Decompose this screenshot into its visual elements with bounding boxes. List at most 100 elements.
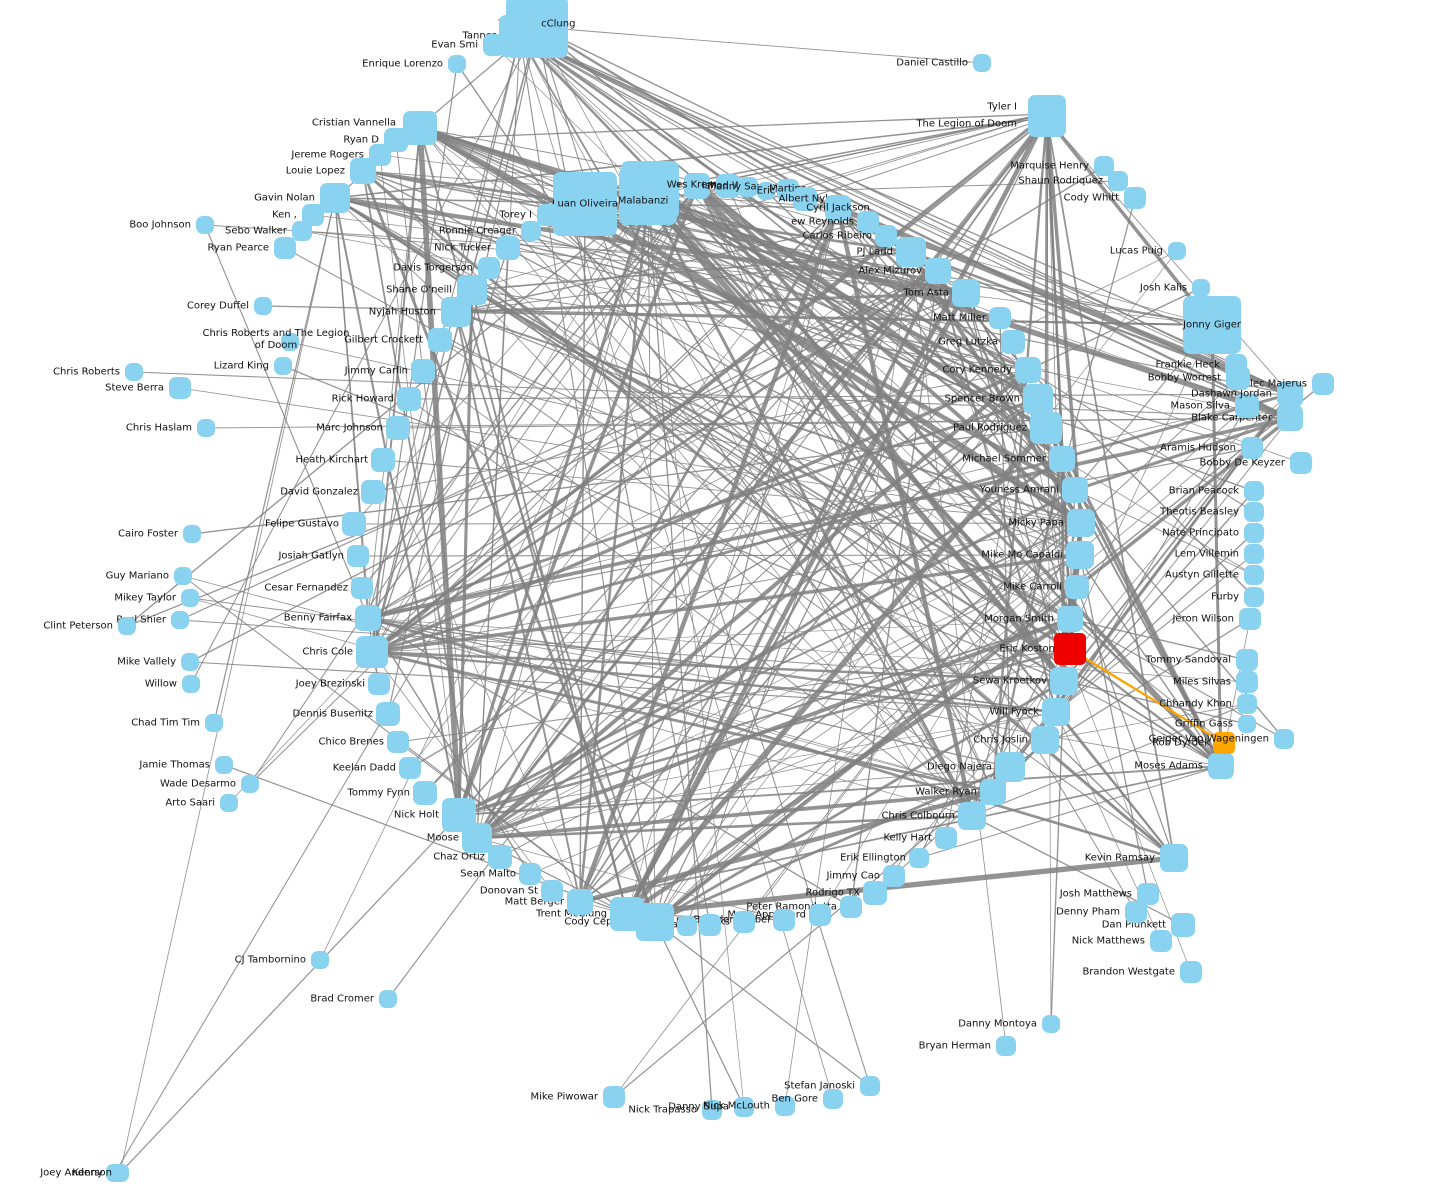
graph-node[interactable] [196,216,214,234]
graph-node[interactable] [738,177,758,197]
graph-node[interactable] [342,512,366,536]
graph-node[interactable] [311,951,329,969]
graph-node[interactable] [619,167,677,225]
graph-node[interactable] [448,55,466,73]
graph-node[interactable] [292,221,312,241]
graph-node[interactable] [403,111,437,145]
graph-node[interactable] [909,848,929,868]
graph-node[interactable] [274,237,296,259]
graph-node[interactable] [220,794,238,812]
graph-node[interactable] [775,1096,795,1116]
graph-node[interactable] [1236,649,1258,671]
graph-node[interactable] [118,617,136,635]
graph-node[interactable] [1180,961,1202,983]
graph-node[interactable] [1160,844,1188,872]
graph-node[interactable] [1066,541,1094,569]
graph-node[interactable] [1108,171,1128,191]
graph-node[interactable] [125,363,143,381]
graph-node[interactable] [896,237,926,267]
graph-node[interactable] [1050,667,1078,695]
graph-node[interactable] [371,448,395,472]
graph-node[interactable] [952,279,980,307]
graph-node[interactable] [716,174,740,198]
graph-node[interactable] [809,904,831,926]
graph-node[interactable] [397,387,421,411]
graph-node[interactable] [281,333,299,351]
graph-node[interactable] [1290,452,1312,474]
graph-node[interactable] [351,577,373,599]
graph-node[interactable] [989,307,1011,329]
graph-node[interactable] [1244,481,1264,501]
graph-node[interactable] [1030,412,1062,444]
graph-node[interactable] [823,1089,843,1109]
graph-node[interactable] [1238,715,1256,733]
graph-node[interactable] [1065,575,1089,599]
graph-node[interactable] [860,1076,880,1096]
graph-node[interactable] [699,914,721,936]
graph-node[interactable] [1062,477,1088,503]
graph-node[interactable] [368,673,390,695]
graph-node[interactable] [355,605,381,631]
graph-node[interactable] [1244,544,1264,564]
graph-node[interactable] [442,798,476,832]
graph-node[interactable] [347,545,369,567]
graph-node[interactable] [1042,698,1070,726]
graph-node[interactable] [1057,606,1083,632]
graph-node[interactable] [677,916,697,936]
graph-node[interactable] [111,1164,129,1182]
graph-node[interactable] [1168,242,1186,260]
graph-node[interactable] [603,1086,625,1108]
graph-node[interactable] [478,257,500,279]
graph-node[interactable] [793,187,817,211]
graph-node[interactable] [320,183,350,213]
graph-edge-highlighted[interactable] [1069,648,1225,744]
graph-node[interactable] [413,781,437,805]
graph-node[interactable] [521,221,541,241]
graph-node[interactable] [1244,587,1264,607]
graph-node[interactable] [875,225,897,247]
graph-node[interactable] [254,297,272,315]
graph-node[interactable] [925,258,951,284]
graph-node[interactable] [350,158,376,184]
graph-node[interactable] [1312,373,1334,395]
graph-node[interactable] [1067,509,1095,537]
graph-node[interactable] [441,297,471,327]
graph-node[interactable] [857,211,879,233]
graph-node[interactable] [183,525,201,543]
graph-node[interactable] [1183,296,1241,354]
graph-node[interactable] [411,359,435,383]
graph-node[interactable] [734,1097,754,1117]
graph-node[interactable] [1031,726,1059,754]
graph-node[interactable] [169,377,191,399]
graph-node[interactable] [1237,694,1257,714]
graph-node[interactable] [302,204,324,226]
graph-node[interactable] [1236,671,1258,693]
graph-node[interactable] [428,328,452,352]
graph-node[interactable] [973,54,991,72]
graph-node[interactable] [1213,732,1235,754]
graph-node[interactable] [379,990,397,1008]
graph-node[interactable] [1125,901,1147,923]
graph-node[interactable] [241,775,259,793]
graph-node[interactable] [684,173,710,199]
graph-node[interactable] [1028,99,1066,137]
graph-node[interactable] [488,845,512,869]
graph-node[interactable] [863,881,887,905]
graph-node[interactable] [1274,729,1294,749]
graph-node[interactable] [610,897,644,931]
graph-node[interactable] [567,889,593,915]
graph-node[interactable] [1244,523,1264,543]
graph-node[interactable] [1094,156,1114,176]
graph-node[interactable] [1137,883,1159,905]
graph-node[interactable] [541,880,563,902]
graph-node[interactable] [995,752,1025,782]
graph-node[interactable] [757,182,775,200]
graph-node[interactable] [1244,502,1264,522]
graph-node[interactable] [1241,437,1263,459]
graph-node[interactable] [519,863,541,885]
graph-node[interactable] [1277,405,1303,431]
graph-node[interactable] [499,15,541,57]
graph-node[interactable] [1023,384,1053,414]
graph-node[interactable] [376,702,400,726]
